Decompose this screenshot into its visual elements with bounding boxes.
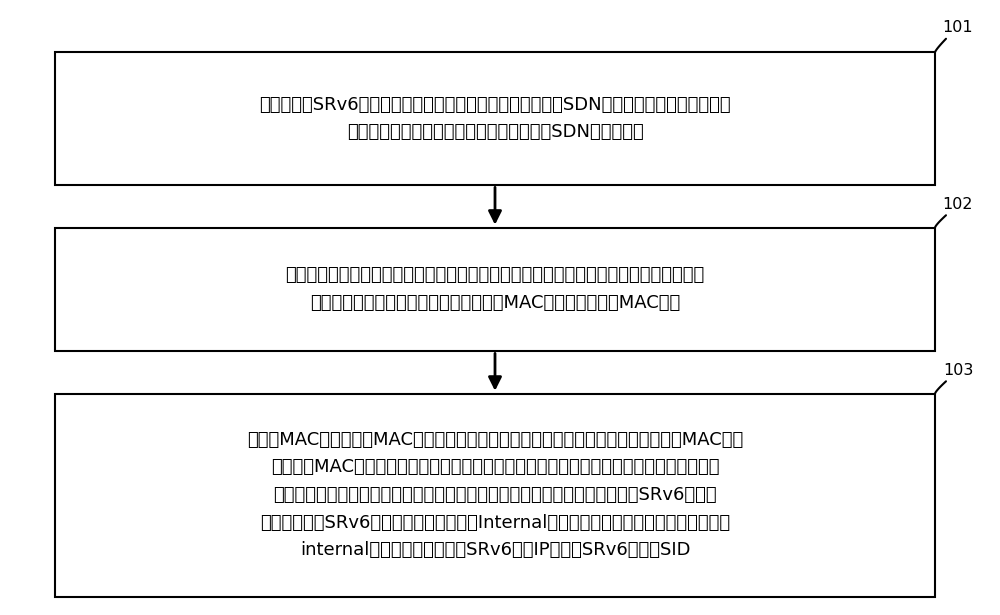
Text: 为非网关MAC地址时，通过二层转发表匹配转发所述第一报文；在通过三层或二层转发表匹: 为非网关MAC地址时，通过二层转发表匹配转发所述第一报文；在通过三层或二层转发表… — [271, 458, 719, 477]
FancyBboxPatch shape — [55, 228, 935, 351]
Text: 103: 103 — [943, 363, 973, 378]
Text: 配转发所述第一报文时，若目的虚拟机未直连于所述第一虚拟机交换机，则在SRv6端口对: 配转发所述第一报文时，若目的虚拟机未直连于所述第一虚拟机交换机，则在SRv6端口… — [273, 486, 717, 504]
Text: 支持段路由SRv6协议的第一虚拟交换机纳管于软件定义网络SDN控制器，所述第一虚拟交换: 支持段路由SRv6协议的第一虚拟交换机纳管于软件定义网络SDN控制器，所述第一虚… — [259, 95, 731, 114]
Text: 第一报文进行SRv6协议封装后，通过内部Internal类型虚拟端口向外转发；在所述在内部: 第一报文进行SRv6协议封装后，通过内部Internal类型虚拟端口向外转发；在… — [260, 514, 730, 532]
Text: 101: 101 — [943, 20, 973, 35]
FancyBboxPatch shape — [55, 394, 935, 597]
Text: 匹配，基于匹配结果判断第一报文的目的MAC地址是否为网关MAC地址: 匹配，基于匹配结果判断第一报文的目的MAC地址是否为网关MAC地址 — [310, 294, 680, 312]
Text: 当所述第一虚拟交换机通过下行口收到源虚拟机发出的第一报文后，对第一报文进行流表: 当所述第一虚拟交换机通过下行口收到源虚拟机发出的第一报文后，对第一报文进行流表 — [285, 266, 705, 284]
Text: 102: 102 — [943, 197, 973, 212]
Text: 机所在虚拟链路层网络和虚拟路由器由所述SDN控制器创建: 机所在虚拟链路层网络和虚拟路由器由所述SDN控制器创建 — [347, 123, 643, 141]
Text: 当目的MAC地址为网关MAC地址时，通过三层转发表匹配转发所述第一报文；当目的MAC地址: 当目的MAC地址为网关MAC地址时，通过三层转发表匹配转发所述第一报文；当目的M… — [247, 430, 743, 449]
FancyBboxPatch shape — [55, 52, 935, 184]
Text: internal类型虚拟端口配置有SRv6节点IP地址即SRv6段标识SID: internal类型虚拟端口配置有SRv6节点IP地址即SRv6段标识SID — [300, 541, 690, 560]
